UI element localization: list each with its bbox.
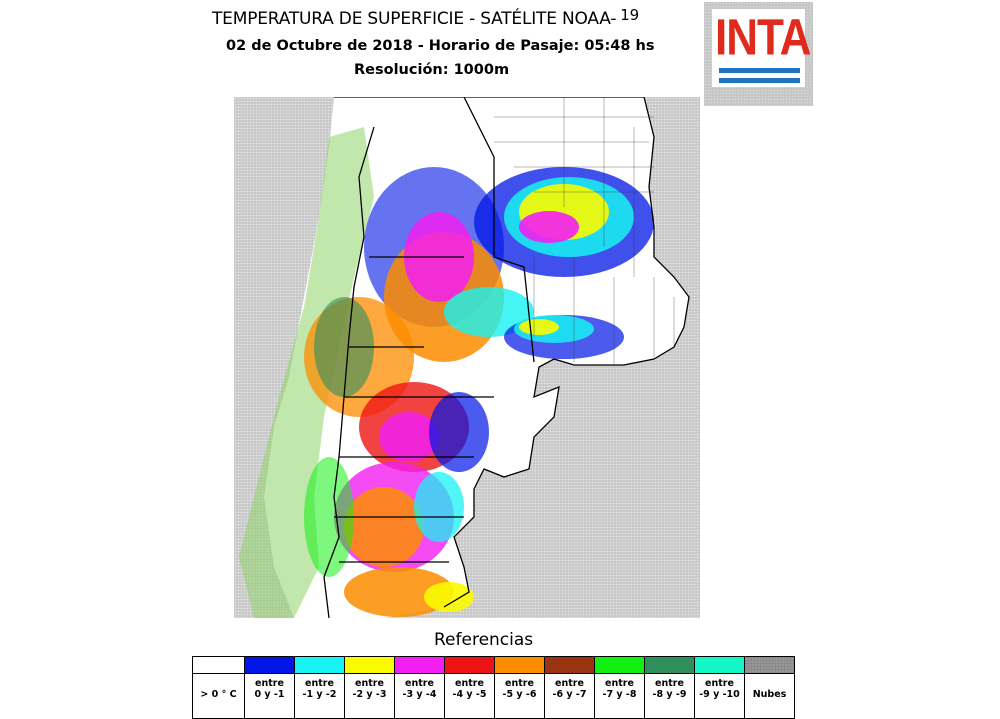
label-line1: entre xyxy=(455,678,484,689)
legend-title: Referencias xyxy=(434,630,534,650)
inta-logo: INTA xyxy=(704,2,813,106)
label-line1: entre xyxy=(655,678,684,689)
swatch-minus7-to-minus8 xyxy=(594,656,645,674)
label-line2: -6 y -7 xyxy=(552,689,587,700)
legend-label: entre -6 y -7 xyxy=(544,673,595,719)
legend-table: > 0 ° C entre 0 y -1 entre -1 y -2 entre -2… xyxy=(192,656,795,719)
label-line1: entre xyxy=(505,678,534,689)
legend-swatch-row xyxy=(192,656,795,674)
resolution-line: Resolución: 1000m xyxy=(354,62,510,78)
legend-label: entre -7 y -8 xyxy=(594,673,645,719)
swatch-minus1-to-minus2 xyxy=(294,656,345,674)
label-line1: entre xyxy=(605,678,634,689)
swatch-minus2-to-minus3 xyxy=(344,656,395,674)
swatch-above-zero xyxy=(192,656,245,674)
satellite-number: 19 xyxy=(620,6,639,24)
label-line1: entre xyxy=(555,678,584,689)
swatch-minus5-to-minus6 xyxy=(494,656,545,674)
label-line2: -5 y -6 xyxy=(502,689,537,700)
label-line2: -8 y -9 xyxy=(652,689,687,700)
date-time-line: 02 de Octubre de 2018 - Horario de Pasaj… xyxy=(226,38,655,54)
swatch-minus4-to-minus5 xyxy=(444,656,495,674)
label-line2: -7 y -8 xyxy=(602,689,637,700)
legend-label: entre -5 y -6 xyxy=(494,673,545,719)
swatch-clouds xyxy=(744,656,795,674)
label-line1: entre xyxy=(305,678,334,689)
label-line1: entre xyxy=(255,678,284,689)
swatch-minus6-to-minus7 xyxy=(544,656,595,674)
label-line2: -4 y -5 xyxy=(452,689,487,700)
label-line2: -2 y -3 xyxy=(352,689,387,700)
map-title: TEMPERATURA DE SUPERFICIE - SATÉLITE NOA… xyxy=(212,6,639,29)
label-line1: entre xyxy=(405,678,434,689)
swatch-0-to-minus1 xyxy=(244,656,295,674)
legend-label: entre 0 y -1 xyxy=(244,673,295,719)
legend-label: Nubes xyxy=(744,673,795,719)
borders xyxy=(323,97,690,618)
legend-label: entre -9 y -10 xyxy=(694,673,745,719)
label-line2: 0 y -1 xyxy=(254,689,285,700)
label-line1: entre xyxy=(355,678,384,689)
title-text: TEMPERATURA DE SUPERFICIE - SATÉLITE NOA… xyxy=(212,9,617,29)
logo-stripe-top xyxy=(719,68,800,73)
label-line2: -1 y -2 xyxy=(302,689,337,700)
label-line1: entre xyxy=(705,678,734,689)
legend-label: entre -8 y -9 xyxy=(644,673,695,719)
logo-panel: INTA xyxy=(712,9,811,87)
map-graphic xyxy=(239,97,690,618)
logo-stripe-bottom xyxy=(719,78,800,83)
swatch-minus9-to-minus10 xyxy=(694,656,745,674)
temperature-map xyxy=(234,97,700,618)
legend-label-row: > 0 ° C entre 0 y -1 entre -1 y -2 entre -2… xyxy=(192,673,795,719)
legend-label: entre -4 y -5 xyxy=(444,673,495,719)
legend-label: > 0 ° C xyxy=(192,673,245,719)
legend-label: entre -3 y -4 xyxy=(394,673,445,719)
label-line2: -3 y -4 xyxy=(402,689,437,700)
label-line2: > 0 ° C xyxy=(200,689,237,700)
label-line2: -9 y -10 xyxy=(699,689,740,700)
swatch-minus8-to-minus9 xyxy=(644,656,695,674)
label-line2: Nubes xyxy=(752,689,787,700)
logo-text: INTA xyxy=(715,9,811,67)
department-lines xyxy=(494,97,675,365)
swatch-minus3-to-minus4 xyxy=(394,656,445,674)
legend-label: entre -1 y -2 xyxy=(294,673,345,719)
legend-label: entre -2 y -3 xyxy=(344,673,395,719)
